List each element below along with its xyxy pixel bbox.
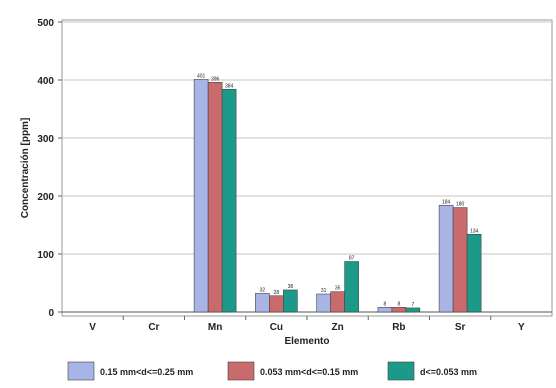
data-label: 384 (225, 83, 234, 89)
data-label: 87 (349, 256, 355, 262)
bar-cu-series-1 (255, 293, 270, 313)
data-label: 8 (383, 301, 386, 307)
bar-sr-series-1 (438, 204, 454, 313)
bar-cu-series-2 (269, 295, 284, 313)
bar-rb-series-3 (405, 307, 421, 313)
data-label: 32 (260, 287, 266, 293)
x-axis: V Cr Mn Cu Zn Rb Sr Y (89, 316, 525, 333)
y-tick-label: 200 (37, 192, 54, 203)
y-tick-label: 300 (37, 134, 54, 145)
bar-rb-series-2 (391, 307, 407, 313)
x-tick-label: Mn (208, 322, 222, 333)
bar-mn-series-1 (193, 79, 209, 313)
x-tick-label: Cu (270, 322, 283, 333)
data-label: 35 (335, 286, 341, 292)
legend-label: 0.053 mm<d<=0.15 mm (260, 367, 358, 377)
x-tick-label: Sr (455, 322, 466, 333)
x-axis-title: Elemento (284, 336, 329, 347)
data-label: 28 (274, 290, 280, 296)
data-label: 134 (470, 228, 479, 234)
bar-sr-series-3 (466, 233, 482, 313)
legend-swatch (67, 361, 95, 381)
data-label: 7 (411, 302, 414, 308)
bar-zn-series-1 (316, 293, 331, 313)
bars (193, 79, 482, 313)
data-label: 180 (456, 202, 465, 208)
y-tick-label: 500 (37, 18, 54, 29)
data-label: 8 (397, 301, 400, 307)
legend-swatch (227, 361, 255, 381)
x-tick-label: V (89, 322, 96, 333)
legend: 0.15 mm<d<=0.25 mm 0.053 mm<d<=0.15 mm d<=… (67, 361, 477, 381)
bar-mn-series-2 (207, 82, 223, 313)
data-label: 31 (321, 288, 327, 294)
bar-rb-series-1 (377, 307, 393, 313)
legend-label: d<=0.053 mm (420, 367, 477, 377)
y-axis-title: Concentración [ppm] (20, 118, 31, 219)
x-tick-label: Y (518, 322, 525, 333)
data-label: 401 (197, 73, 206, 79)
data-label: 38 (288, 284, 294, 290)
y-axis: 0 100 200 300 400 500 (37, 18, 62, 319)
bar-zn-series-3 (344, 261, 359, 313)
legend-swatch (387, 361, 415, 381)
data-label: 396 (211, 76, 220, 82)
x-tick-label: Cr (148, 322, 159, 333)
y-tick-label: 0 (48, 308, 54, 319)
x-tick-label: Zn (332, 322, 344, 333)
data-label: 184 (442, 199, 451, 205)
legend-label: 0.15 mm<d<=0.25 mm (100, 367, 193, 377)
y-tick-label: 400 (37, 76, 54, 87)
x-tick-label: Rb (392, 322, 405, 333)
bar-cu-series-3 (283, 289, 298, 313)
bar-mn-series-3 (221, 88, 237, 313)
bar-zn-series-2 (330, 291, 345, 313)
y-tick-label: 100 (37, 250, 54, 261)
bar-sr-series-2 (452, 207, 468, 313)
